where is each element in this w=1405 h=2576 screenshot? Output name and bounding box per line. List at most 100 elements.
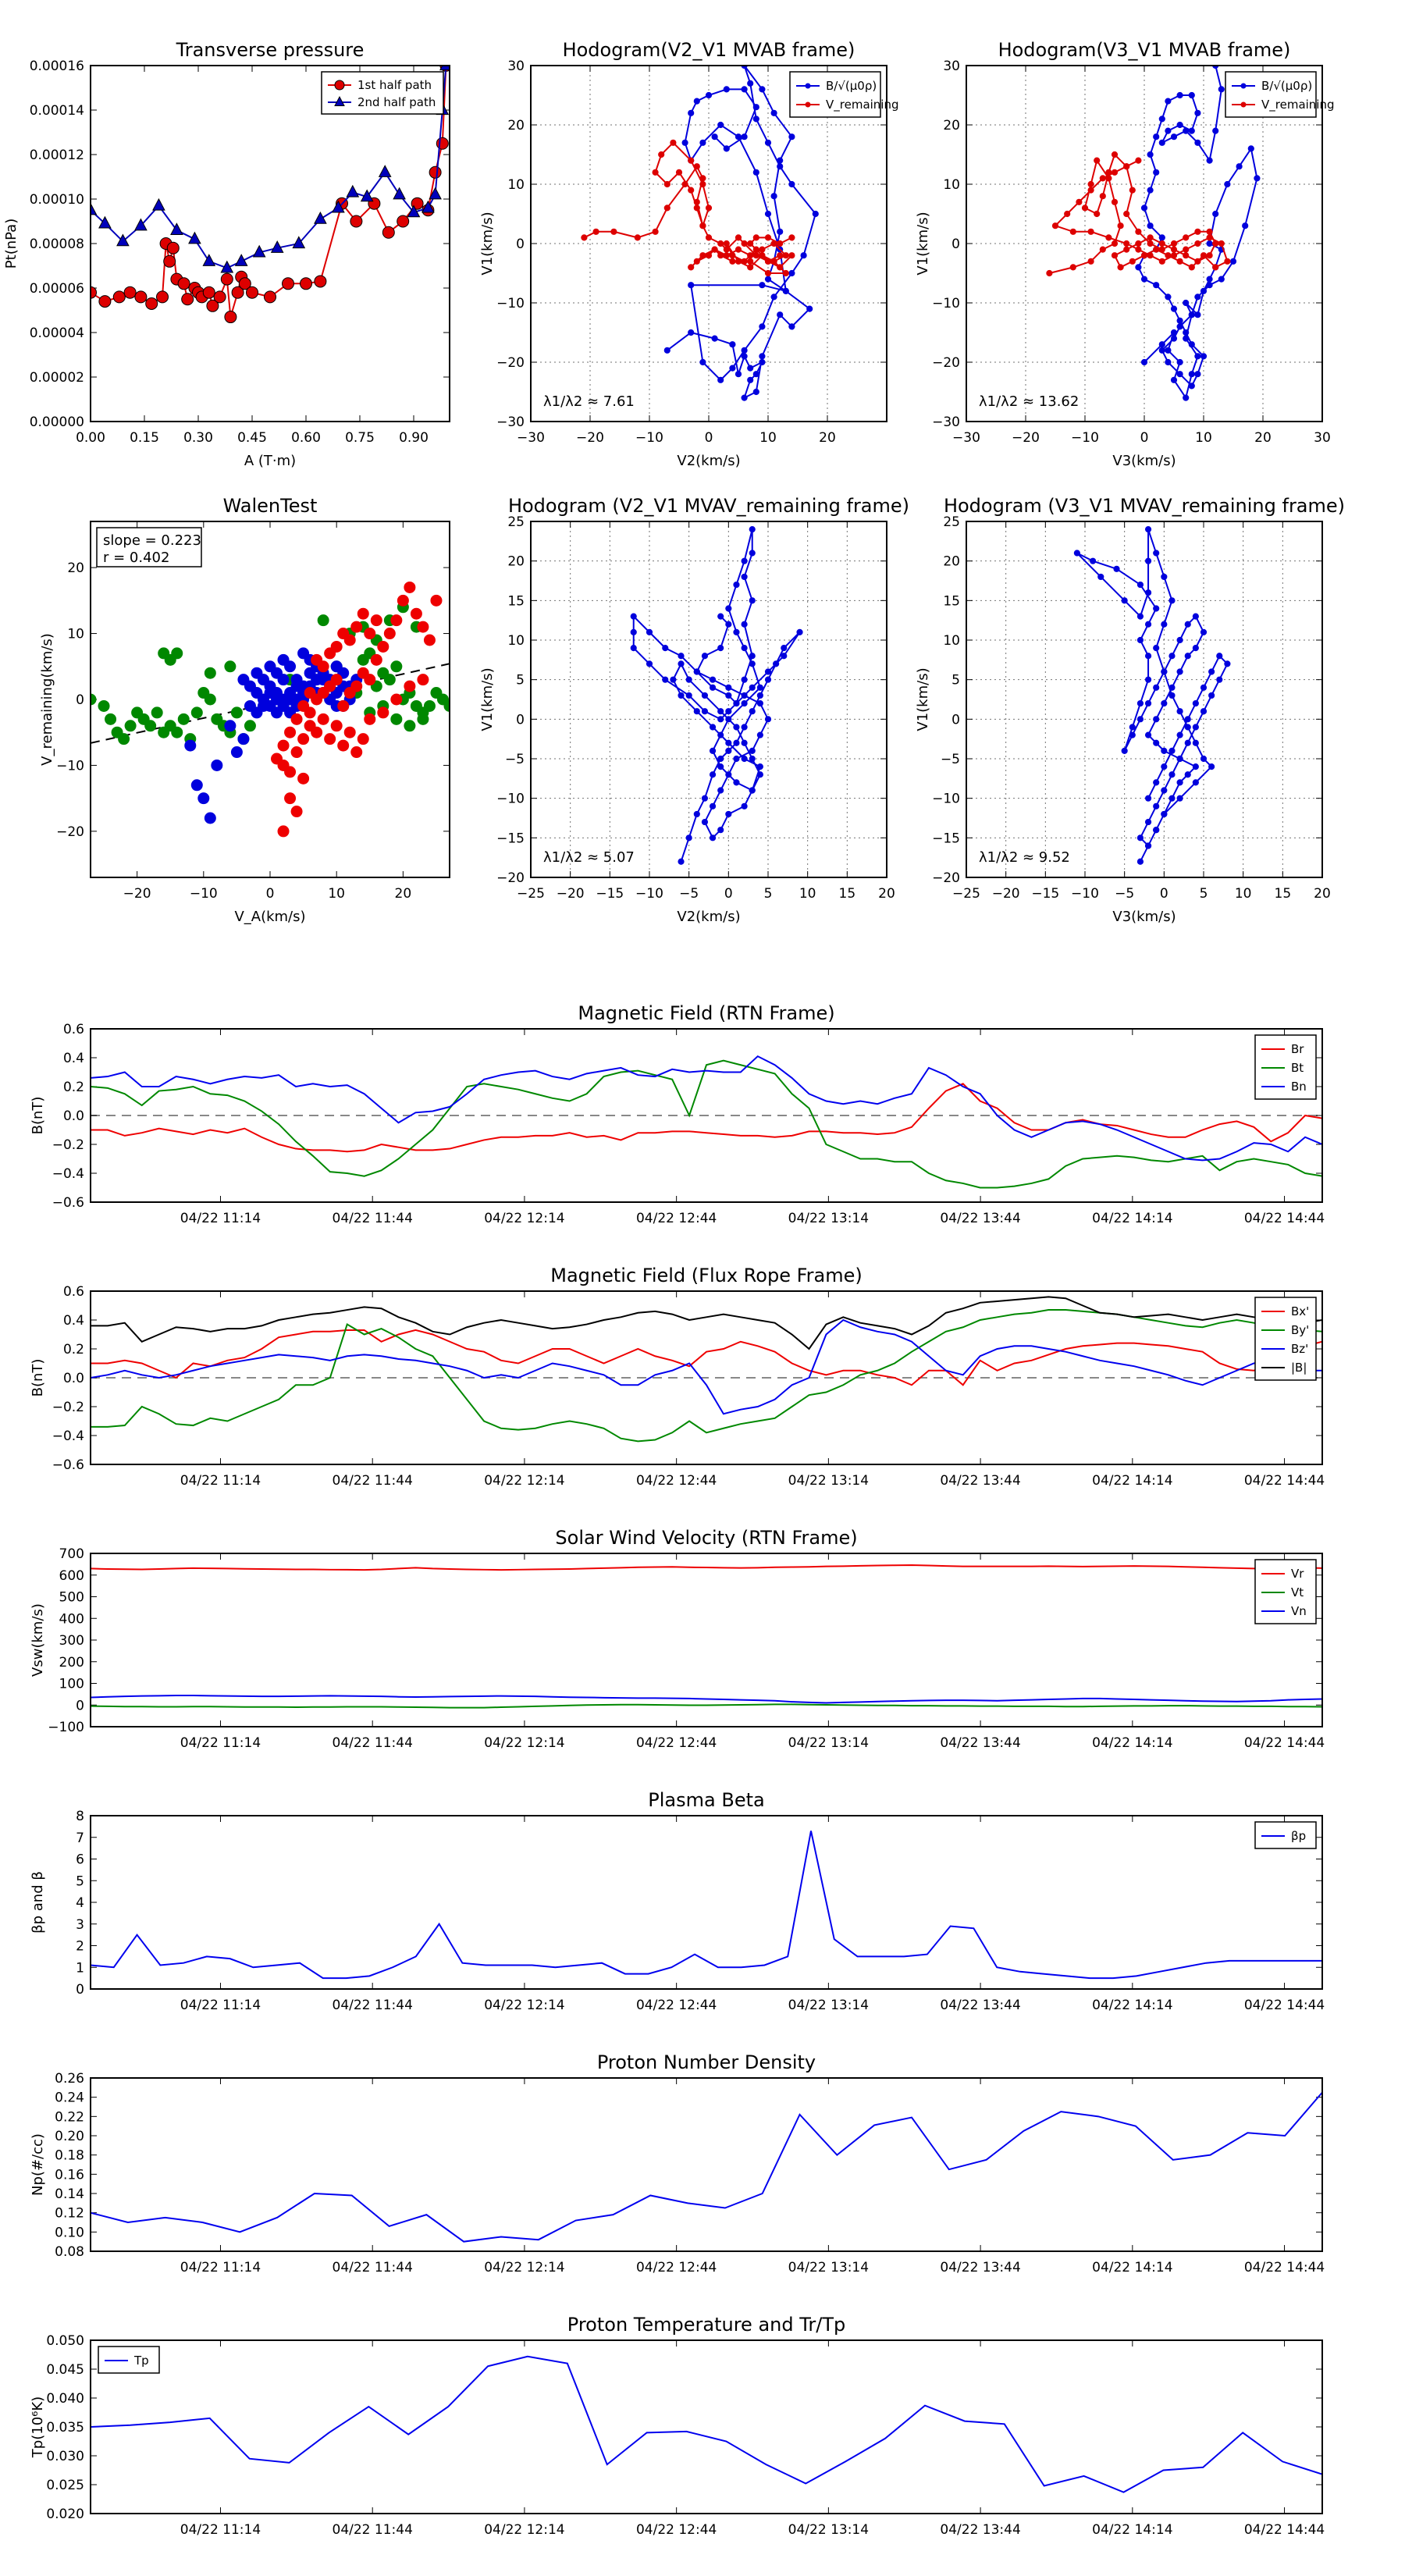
data-point [749, 708, 756, 715]
data-point [350, 215, 363, 228]
data-point [1135, 157, 1142, 164]
y-tick-label: −30 [932, 415, 960, 430]
data-point [752, 388, 759, 396]
data-point [1168, 747, 1176, 754]
data-point [688, 109, 695, 116]
legend-box [321, 71, 444, 115]
chart-title: Hodogram (V3_V1 MVAV_remaining frame) [944, 495, 1345, 517]
data-point [764, 139, 772, 146]
x-axis-label: A (T·m) [244, 453, 296, 469]
data-point [1144, 621, 1152, 628]
legend-marker [334, 96, 345, 106]
data-point [788, 269, 795, 277]
data-point [663, 205, 670, 212]
data-point [439, 66, 450, 71]
x-tick-label: 0.15 [130, 430, 159, 446]
data-point [1161, 699, 1168, 707]
data-point [311, 674, 323, 686]
data-point [781, 653, 788, 660]
plot-frame [90, 2339, 1323, 2514]
data-point [1188, 311, 1195, 318]
data-point [709, 802, 717, 809]
x-tick-label: 04/22 14:14 [1092, 1211, 1172, 1226]
legend-label: |B| [1291, 1361, 1307, 1375]
data-point [393, 187, 406, 200]
data-point [220, 272, 233, 286]
data-point [725, 605, 732, 612]
data-point [314, 275, 327, 288]
data-point [429, 187, 442, 200]
data-point [1194, 353, 1201, 360]
data-point [735, 234, 742, 241]
data-point [729, 252, 736, 259]
x-tick-label: 0.45 [237, 430, 267, 446]
data-point [749, 597, 756, 604]
y-tick-label: 3 [76, 1917, 84, 1933]
data-point [717, 755, 724, 763]
data-point [733, 779, 740, 786]
legend: Vr Vt Vn [1254, 1559, 1317, 1624]
chart-walen: WalenTest −20 −10 0 10 20 −20 −10 0 10 20 V_A(km/s)… [39, 495, 450, 925]
data-point [1136, 834, 1144, 841]
data-point [759, 86, 766, 93]
data-point [749, 747, 756, 754]
legend: Br Bt Bn [1254, 1034, 1317, 1100]
data-point [332, 200, 345, 213]
data-point [1242, 222, 1249, 229]
data-point [1087, 258, 1094, 265]
data-point [410, 607, 422, 620]
data-point [1140, 358, 1148, 366]
data-point [1111, 198, 1119, 205]
data-point [634, 234, 641, 241]
data-point [1184, 771, 1191, 778]
data-point [181, 293, 194, 306]
data-point [741, 347, 748, 354]
data-point [1099, 175, 1106, 182]
data-point [693, 258, 700, 265]
data-point [741, 133, 748, 141]
data-point [1170, 252, 1178, 259]
x-tick-label: 15 [839, 886, 856, 902]
x-tick-label: 04/22 11:44 [333, 2522, 413, 2538]
x-tick-label: −5 [1115, 886, 1134, 902]
y-tick-label: 25 [507, 514, 525, 530]
data-point [741, 676, 748, 683]
plot-frame [90, 2077, 1323, 2252]
data-point [747, 252, 754, 259]
data-point [1140, 205, 1148, 212]
data-point [1090, 557, 1097, 564]
x-tick-label: 04/22 13:44 [940, 1211, 1020, 1226]
data-point [1129, 258, 1136, 265]
data-point [423, 699, 436, 712]
data-point [678, 858, 685, 865]
plot-frame [90, 1290, 1323, 1465]
series-Np-line [91, 2091, 1322, 2243]
data-point [678, 660, 685, 667]
data-point [230, 746, 243, 759]
data-point [357, 733, 369, 745]
data-point [370, 653, 382, 666]
data-point [1194, 258, 1201, 265]
data-point [699, 252, 706, 259]
data-point [741, 557, 748, 564]
data-point [1176, 779, 1183, 786]
data-layer [91, 66, 450, 324]
data-point [238, 277, 251, 290]
y-tick-label: −20 [496, 355, 525, 371]
data-point [1105, 234, 1112, 241]
y-tick-label: 0.20 [55, 2129, 84, 2144]
x-tick-label: 04/22 13:14 [788, 1998, 869, 2013]
data-point [699, 222, 706, 229]
series-Vn-line [91, 1695, 1322, 1704]
legend-label: Vt [1291, 1585, 1304, 1599]
data-point [1183, 127, 1190, 134]
data-layer [91, 1055, 1322, 1189]
data-point [1212, 240, 1219, 247]
data-point [1158, 246, 1165, 253]
plot-frame [90, 1815, 1323, 1990]
data-point [1176, 323, 1183, 330]
x-tick-label: 04/22 14:44 [1244, 2260, 1325, 2275]
legend-label: 1st half path [357, 78, 432, 92]
data-point [749, 550, 756, 557]
